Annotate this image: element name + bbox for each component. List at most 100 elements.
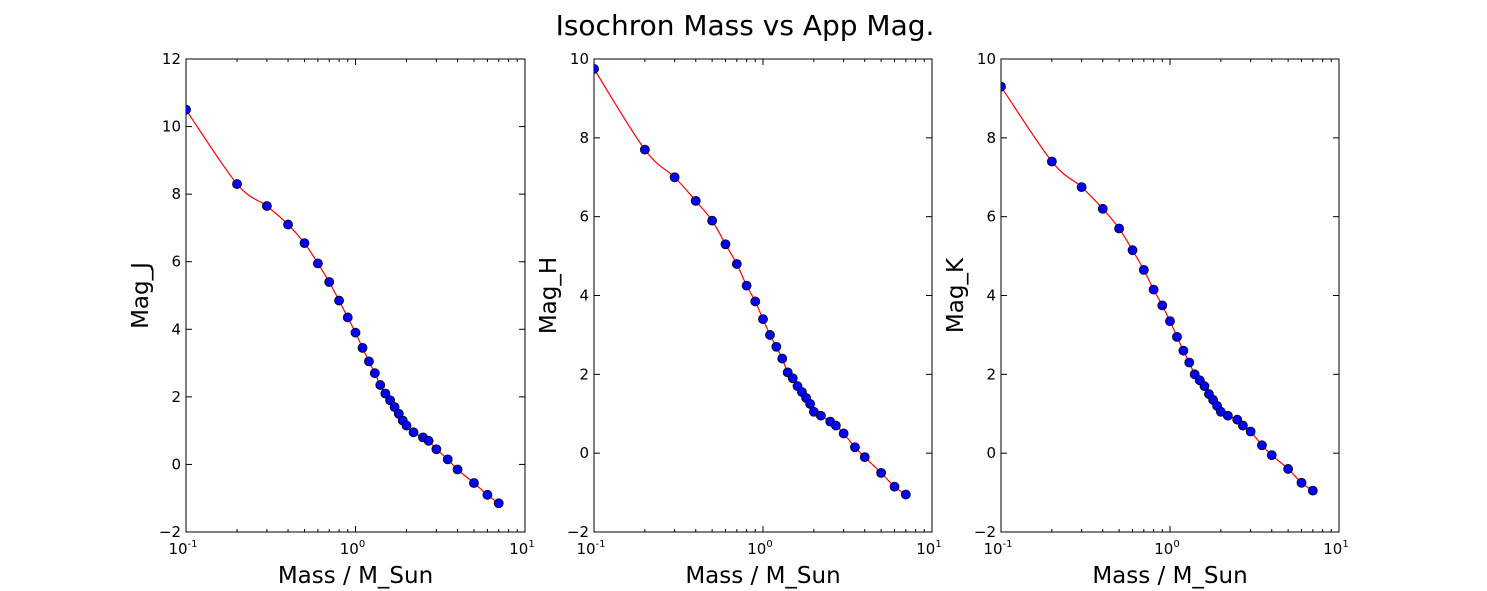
data-point-h [777,353,788,364]
y-tick-label-h: 0 [579,444,589,462]
data-point-h [758,314,768,325]
y-tick-label-h: 10 [570,50,589,68]
data-point-k [1001,81,1006,92]
x-axis-label-h: Mass / M_Sun [685,563,840,589]
x-tick-exponent: -1 [188,539,198,550]
data-point-h [765,330,775,340]
data-point-j [493,498,504,509]
y-tick-label-j: −2 [159,523,181,541]
data-point-k [1245,426,1256,437]
data-point-k [1172,331,1182,342]
data-point-k [1046,156,1057,167]
data-point-j [423,435,434,446]
data-point-h [831,420,841,431]
data-point-k [1257,440,1267,451]
x-tick-label-k: 10-1 [983,539,1012,558]
y-axis-label-k: Mag_K [943,257,969,333]
data-point-j [375,380,386,390]
data-point-k [1165,316,1175,327]
y-tick-label-k: −2 [974,523,996,541]
x-tick-base: 10 [576,540,595,558]
x-tick-exponent: 0 [359,539,365,550]
data-point-j [442,454,453,465]
x-tick-base: 10 [1154,540,1173,558]
data-point-k [1097,203,1108,214]
data-point-h [859,452,870,463]
data-point-j [385,395,395,406]
data-point-h [876,467,887,478]
data-point-j [369,368,380,379]
y-tick-label-j: 8 [171,185,181,203]
x-tick-base: 10 [1323,540,1342,558]
data-point-k [1114,223,1125,234]
x-axis-label-j: Mass / M_Sun [278,563,433,589]
x-tick-label-h: 10-1 [576,539,605,558]
data-point-j [299,238,310,249]
data-point-k [1307,485,1318,496]
data-point-h [731,259,742,269]
y-tick-label-j: 4 [171,320,181,338]
y-tick-label-j: 0 [171,455,181,473]
data-point-h [900,489,911,500]
y-tick-label-h: 8 [579,129,589,147]
data-point-h [815,410,826,421]
data-point-j [431,444,442,455]
data-point-k [1238,420,1248,431]
data-point-h [690,195,701,206]
x-tick-exponent: 1 [1342,539,1348,550]
data-point-h [838,428,849,439]
data-point-h [741,280,752,291]
x-tick-base: 10 [509,540,528,558]
y-tick-label-h: −2 [567,523,589,541]
data-point-j [408,427,419,438]
data-point-j [324,277,335,287]
y-tick-label-k: 10 [977,50,996,68]
figure-title: Isochron Mass vs App Mag. [556,9,935,42]
data-point-j [186,104,191,115]
y-tick-label-k: 6 [986,208,996,226]
y-axis-label-j: Mag_J [128,262,154,329]
data-point-k [1157,300,1168,311]
data-point-j [350,327,361,338]
data-point-h [669,172,680,183]
y-tick-label-j: 6 [171,253,181,271]
x-tick-exponent: 1 [528,539,534,550]
data-point-k [1283,464,1294,474]
x-tick-label-j: 100 [340,539,365,558]
data-point-k [1076,182,1087,193]
data-point-h [787,373,798,384]
x-tick-base: 10 [747,540,766,558]
x-tick-label-h: 100 [747,539,772,558]
y-axis-label-h: Mag_H [536,257,562,334]
y-tick-label-j: 2 [171,388,181,406]
x-tick-label-j: 10-1 [168,539,197,558]
data-point-j [482,489,493,500]
data-point-h [594,63,599,74]
plot-frame-j [185,58,526,533]
plot-frame-h [593,58,933,533]
x-tick-label-h: 101 [916,539,941,558]
data-point-k [1184,357,1195,368]
data-point-j [469,478,479,488]
x-tick-exponent: 1 [935,539,941,550]
x-axis-label-k: Mass / M_Sun [1092,563,1247,589]
data-point-h [639,144,650,155]
x-tick-exponent: 0 [1173,539,1179,550]
data-point-k [1222,410,1233,421]
x-tick-label-j: 101 [509,539,534,558]
y-tick-label-k: 4 [986,287,996,305]
data-point-k [1266,450,1277,461]
x-tick-exponent: -1 [596,539,606,550]
data-point-j [342,312,353,323]
y-tick-label-j: 12 [162,50,181,68]
series-group-h [594,63,911,500]
plot-frame-k [1000,58,1340,533]
data-point-j [357,342,368,353]
y-tick-label-j: 10 [162,118,181,136]
data-point-j [312,258,323,269]
y-tick-label-h: 4 [579,287,589,305]
